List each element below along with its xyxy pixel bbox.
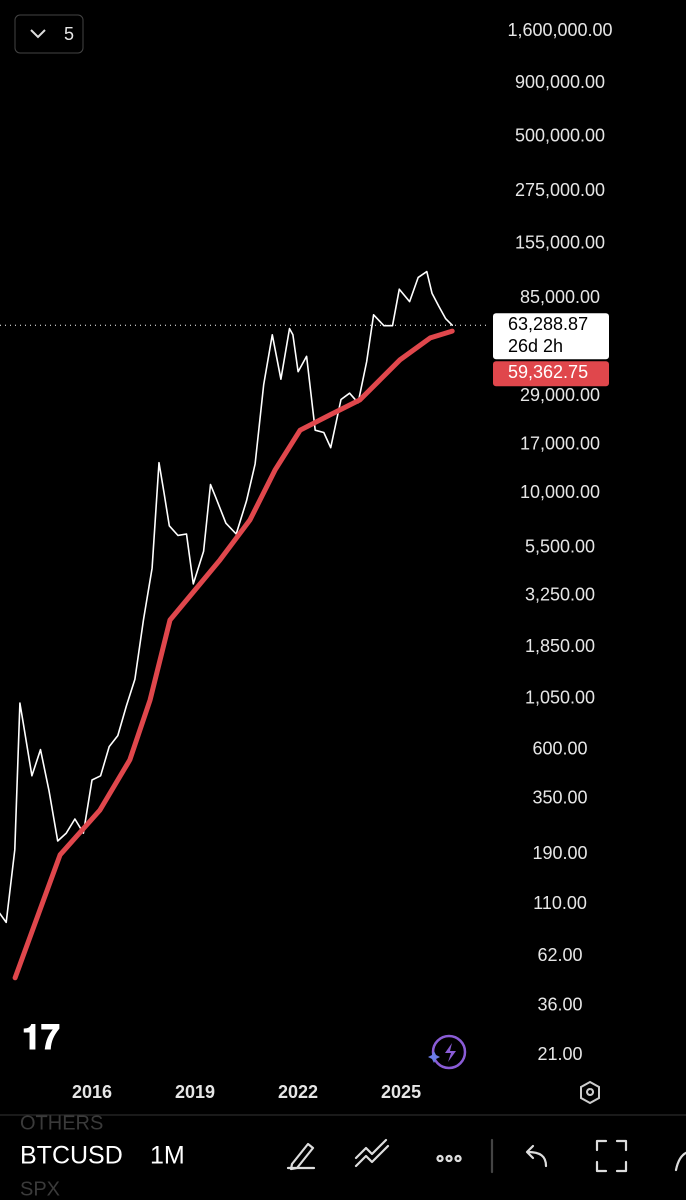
ma-price-box	[493, 361, 609, 387]
x-tick-label: 2022	[278, 1082, 318, 1102]
x-tick-label: 2016	[72, 1082, 112, 1102]
layout-count: 5	[64, 24, 74, 44]
sparkle	[428, 1051, 440, 1063]
fullscreen-icon[interactable]	[595, 1139, 628, 1173]
interval[interactable]: 1M	[150, 1142, 185, 1170]
y-tick-label: 36.00	[537, 995, 582, 1015]
watchlist-above[interactable]: OTHERS	[20, 1112, 103, 1134]
chevron-icon	[30, 29, 46, 39]
y-tick-label: 1,850.00	[525, 636, 595, 656]
last-price-box	[493, 313, 609, 360]
y-tick-label: 5,500.00	[525, 537, 595, 557]
y-tick-label: 900,000.00	[515, 72, 605, 92]
y-tick-label: 275,000.00	[515, 180, 605, 200]
moving-average	[12, 328, 455, 981]
y-tick-label: 350.00	[532, 787, 587, 807]
y-tick-label: 600.00	[532, 738, 587, 758]
y-tick-label: 29,000.00	[520, 385, 600, 405]
last-price-label: 63,288.87	[508, 314, 588, 334]
tv-logo: 𝟏𝟕	[22, 1019, 60, 1057]
y-tick-label: 155,000.00	[515, 232, 605, 252]
x-tick-label: 2025	[381, 1082, 421, 1102]
draw-tool-icon[interactable]	[286, 1142, 316, 1171]
watchlist-below[interactable]: SPX	[20, 1178, 60, 1200]
assistant-button[interactable]	[428, 1034, 467, 1070]
y-tick-label: 500,000.00	[515, 126, 605, 146]
settings-icon[interactable]	[580, 1080, 600, 1105]
y-tick-label: 3,250.00	[525, 584, 595, 604]
assistant-bolt	[445, 1043, 456, 1062]
assistant-ring	[431, 1034, 467, 1070]
countdown-label: 26d 2h	[508, 336, 563, 356]
more-icon[interactable]	[436, 1154, 462, 1163]
y-tick-label: 21.00	[537, 1044, 582, 1064]
y-tick-label: 17,000.00	[520, 434, 600, 454]
x-tick-label: 2019	[175, 1082, 215, 1102]
layout-button[interactable]: 5	[14, 14, 84, 54]
indicators-icon[interactable]	[354, 1138, 390, 1168]
ma-price-label: 59,362.75	[508, 362, 588, 382]
y-tick-label: 110.00	[533, 893, 587, 913]
y-tick-label: 85,000.00	[520, 287, 600, 307]
y-tick-label: 1,050.00	[525, 687, 595, 707]
price-line	[0, 270, 453, 924]
y-tick-label: 10,000.00	[520, 482, 600, 502]
undo-icon[interactable]	[525, 1144, 548, 1168]
symbol[interactable]: BTCUSD	[20, 1142, 123, 1170]
plot-area: 21.00 36.00 62.00 110.00 190.00 350.00 600.00 1…	[0, 20, 613, 1102]
y-tick-label: 1,600,000.00	[507, 20, 612, 40]
y-tick-label: 62.00	[537, 945, 582, 965]
y-tick-label: 190.00	[532, 843, 587, 863]
edge-icon[interactable]	[674, 1151, 686, 1172]
layout-button-frame	[14, 14, 84, 54]
